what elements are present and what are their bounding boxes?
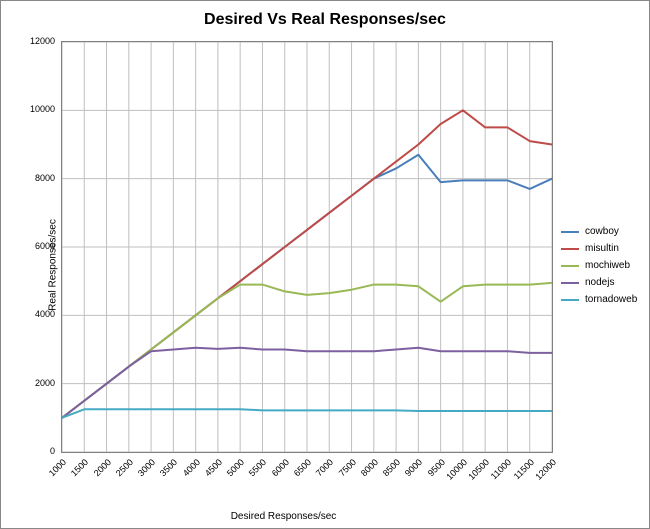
x-axis-label: Desired Responses/sec (1, 511, 566, 522)
y-tick-label: 10000 (21, 104, 55, 114)
y-tick-label: 0 (21, 446, 55, 456)
y-tick-label: 2000 (21, 378, 55, 388)
legend-item-nodejs: nodejs (561, 277, 637, 288)
y-tick-label: 12000 (21, 36, 55, 46)
y-tick-label: 4000 (21, 309, 55, 319)
plot-svg (62, 42, 552, 452)
legend-swatch (561, 248, 579, 250)
legend-label: nodejs (585, 277, 614, 288)
y-axis-label: Real Responses/sec (47, 219, 58, 311)
y-tick-label: 6000 (21, 241, 55, 251)
y-tick-label: 8000 (21, 173, 55, 183)
legend-label: tornadoweb (585, 294, 637, 305)
legend-swatch (561, 299, 579, 301)
legend-item-mochiweb: mochiweb (561, 260, 637, 271)
legend-label: mochiweb (585, 260, 630, 271)
legend-label: cowboy (585, 226, 619, 237)
chart-container: Desired Vs Real Responses/sec Real Respo… (0, 0, 650, 529)
legend-item-misultin: misultin (561, 243, 637, 254)
legend-label: misultin (585, 243, 619, 254)
plot-area (61, 41, 553, 453)
legend-swatch (561, 282, 579, 284)
chart-title: Desired Vs Real Responses/sec (1, 11, 649, 29)
legend-item-cowboy: cowboy (561, 226, 637, 237)
legend: cowboy misultin mochiweb nodejs tornadoweb (561, 226, 637, 311)
legend-swatch (561, 231, 579, 233)
legend-swatch (561, 265, 579, 267)
legend-item-tornadoweb: tornadoweb (561, 294, 637, 305)
